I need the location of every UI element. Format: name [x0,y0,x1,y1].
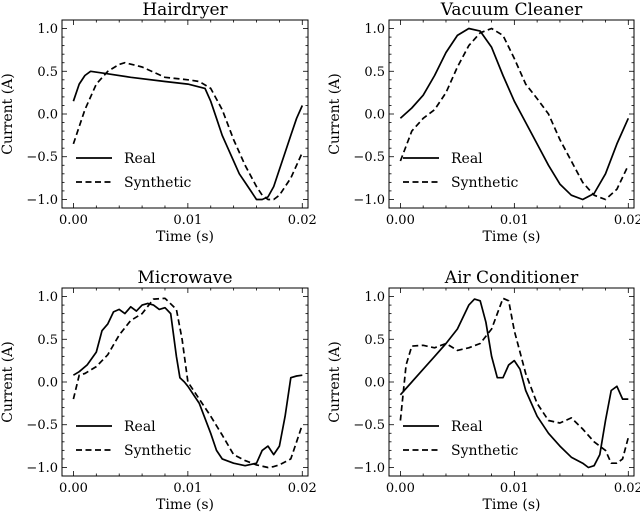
x-tick-label: 0.01 [500,213,529,228]
series-line-synthetic [399,297,630,465]
y-tick-label: −0.5 [353,418,385,433]
legend-label-synthetic: Synthetic [124,443,192,459]
y-tick-label: −1.0 [26,193,58,208]
x-tick-label: 0.02 [614,213,640,228]
y-tick-label: 1.0 [37,290,58,305]
legend-label-synthetic: Synthetic [451,175,519,191]
x-tick-label: 0.00 [386,213,415,228]
legend: Real Synthetic [403,151,519,191]
y-tick-label: 0.5 [37,65,58,80]
x-tick-label: 0.01 [173,481,202,496]
y-tick-label: −1.0 [353,461,385,476]
series-line-synthetic [72,61,304,201]
legend-label-synthetic: Synthetic [124,175,192,191]
y-tick-label: 1.0 [364,22,385,37]
series-line-real [72,70,304,201]
legend: Real Synthetic [76,419,192,459]
y-tick-label: 0.0 [37,108,58,123]
x-axis-label: Time (s) [156,229,214,245]
y-tick-label: 0.0 [364,376,385,391]
series-line-real [399,27,630,201]
legend-label-real: Real [451,151,483,167]
y-tick-label: −0.5 [26,150,58,165]
y-axis-label: Current (A) [0,73,16,155]
x-axis-label: Time (s) [483,497,541,513]
chart-panel-2: Vacuum Cleaner 0.00 0.01 0.02 1.0 0.5 0.0 −0.5 −… [327,0,640,245]
y-tick-label: 0.0 [364,108,385,123]
x-tick-label: 0.00 [59,481,88,496]
x-axis-label: Time (s) [156,497,214,513]
legend: Real Synthetic [403,419,519,459]
y-tick-label: 0.5 [364,333,385,348]
legend-label-synthetic: Synthetic [451,443,519,459]
x-tick-label: 0.01 [500,481,529,496]
y-tick-label: −1.0 [26,461,58,476]
y-tick-label: 0.0 [37,376,58,391]
y-tick-label: 0.5 [37,333,58,348]
series-line-synthetic [72,297,304,469]
y-tick-label: 1.0 [37,22,58,37]
chart-panel-1: Hairdryer 0.00 0.01 0.02 1.0 0.5 0.0 −0.5 −1.0 Ti… [0,0,317,245]
x-tick-label: 0.02 [288,213,317,228]
legend-label-real: Real [451,419,483,435]
legend-label-real: Real [124,419,156,435]
chart-title: Hairdryer [142,0,228,20]
y-tick-label: 0.5 [364,65,385,80]
x-tick-label: 0.02 [614,481,640,496]
legend: Real Synthetic [76,151,192,191]
y-tick-label: −1.0 [353,193,385,208]
y-tick-label: −0.5 [26,418,58,433]
x-tick-label: 0.00 [59,213,88,228]
legend-label-real: Real [124,151,156,167]
series-line-real [72,302,303,467]
chart-title: Vacuum Cleaner [440,0,583,20]
series-line-synthetic [399,27,630,201]
x-tick-label: 0.02 [288,481,317,496]
y-axis-label: Current (A) [327,73,343,155]
x-tick-label: 0.01 [173,213,202,228]
chart-panel-4: Air Conditioner 0.00 0.01 0.02 1.0 0.5 0.0 −0.5… [327,268,640,513]
y-tick-label: 1.0 [364,290,385,305]
series-line-real [399,298,629,469]
y-axis-label: Current (A) [0,341,16,423]
chart-title: Air Conditioner [444,268,579,288]
x-tick-label: 0.00 [386,481,415,496]
x-axis-label: Time (s) [483,229,541,245]
chart-title: Microwave [137,268,232,288]
y-axis-label: Current (A) [327,341,343,423]
y-tick-label: −0.5 [353,150,385,165]
chart-panel-3: Microwave 0.00 0.01 0.02 1.0 0.5 0.0 −0.5 −1.0 Ti… [0,268,317,513]
